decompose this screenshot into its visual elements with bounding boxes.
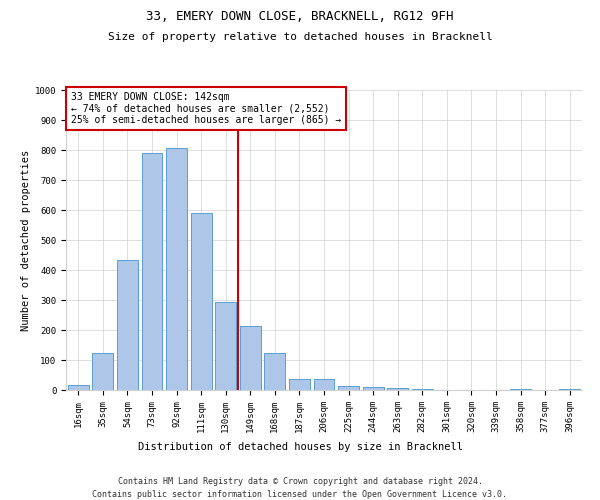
Bar bbox=[92, 354, 113, 390]
Bar bbox=[240, 326, 261, 390]
Bar bbox=[289, 378, 310, 390]
Bar bbox=[68, 384, 89, 390]
Bar bbox=[191, 213, 212, 390]
Bar bbox=[265, 352, 286, 390]
Bar bbox=[142, 153, 163, 390]
Bar bbox=[338, 386, 359, 390]
Text: Contains public sector information licensed under the Open Government Licence v3: Contains public sector information licen… bbox=[92, 490, 508, 499]
Bar bbox=[510, 388, 531, 390]
Y-axis label: Number of detached properties: Number of detached properties bbox=[20, 150, 31, 330]
Text: Contains HM Land Registry data © Crown copyright and database right 2024.: Contains HM Land Registry data © Crown c… bbox=[118, 478, 482, 486]
Bar bbox=[166, 148, 187, 390]
Bar bbox=[314, 378, 334, 390]
Bar bbox=[215, 302, 236, 390]
Bar bbox=[117, 260, 138, 390]
Text: Distribution of detached houses by size in Bracknell: Distribution of detached houses by size … bbox=[137, 442, 463, 452]
Bar bbox=[362, 387, 383, 390]
Bar bbox=[412, 388, 433, 390]
Text: 33, EMERY DOWN CLOSE, BRACKNELL, RG12 9FH: 33, EMERY DOWN CLOSE, BRACKNELL, RG12 9F… bbox=[146, 10, 454, 23]
Text: 33 EMERY DOWN CLOSE: 142sqm
← 74% of detached houses are smaller (2,552)
25% of : 33 EMERY DOWN CLOSE: 142sqm ← 74% of det… bbox=[71, 92, 341, 124]
Bar bbox=[559, 388, 580, 390]
Text: Size of property relative to detached houses in Bracknell: Size of property relative to detached ho… bbox=[107, 32, 493, 42]
Bar bbox=[387, 388, 408, 390]
